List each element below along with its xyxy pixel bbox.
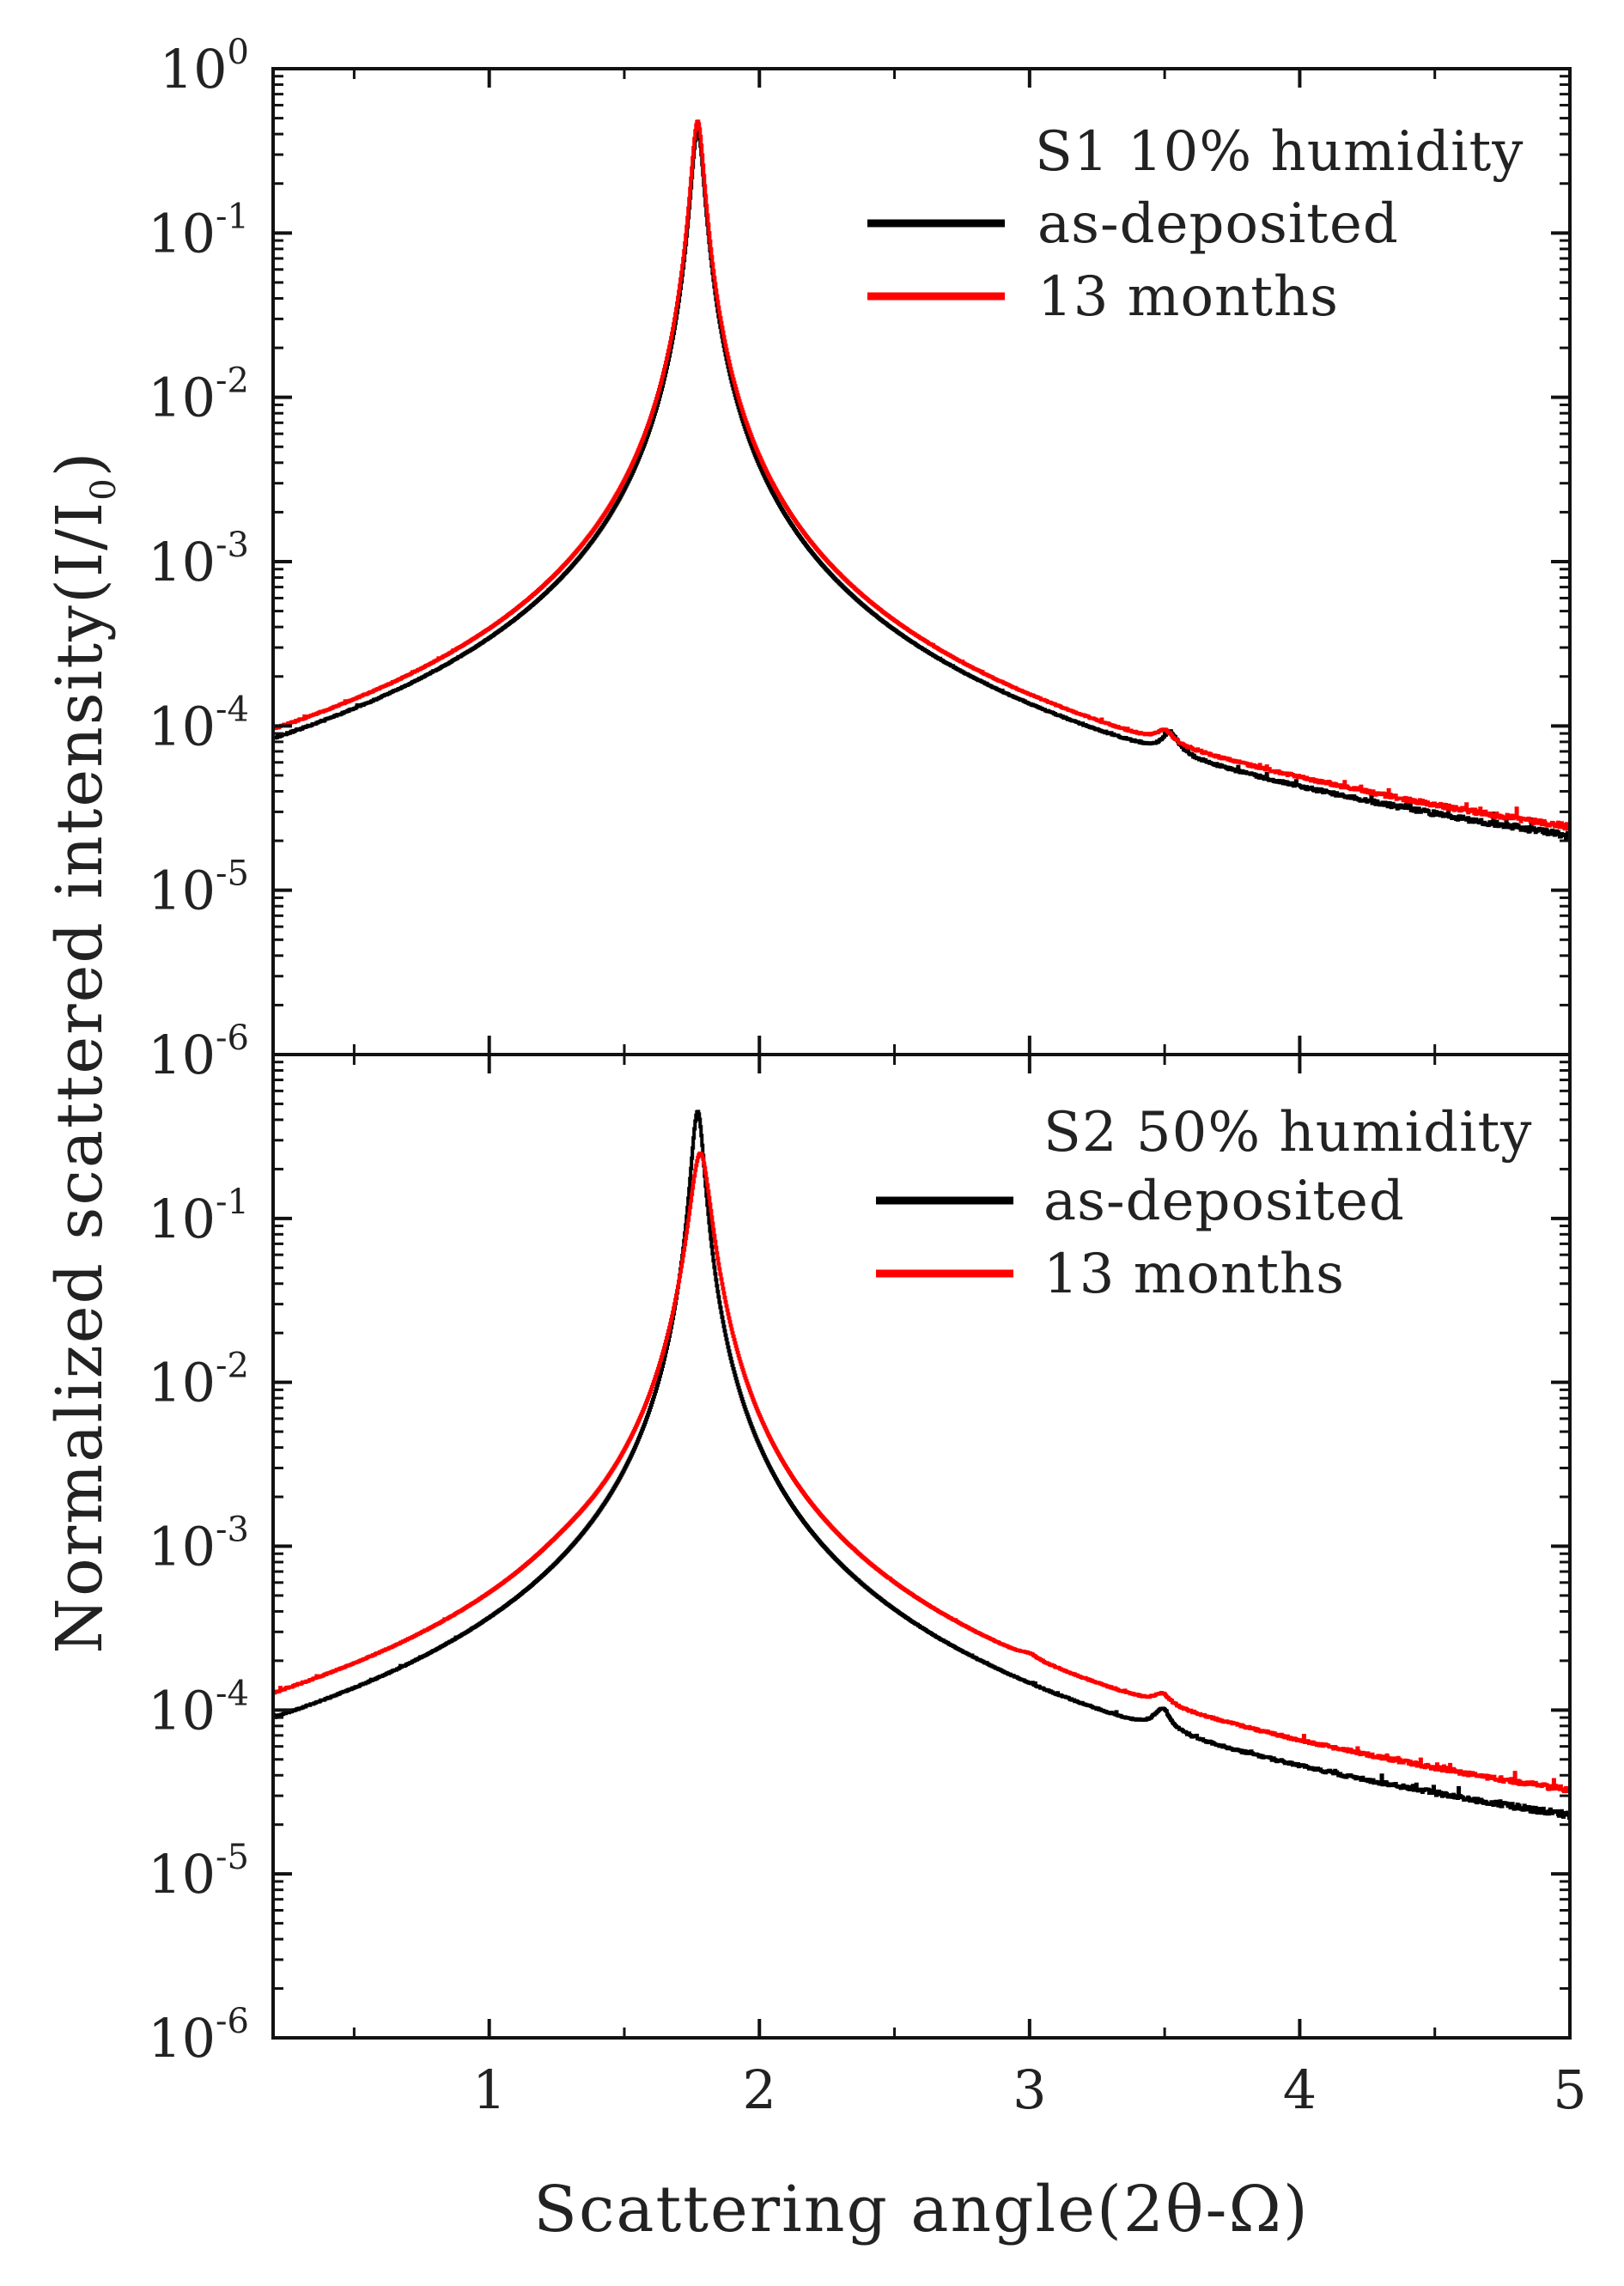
x-tick-label: 3 <box>1013 2058 1046 2121</box>
bottom-legend-label-as-deposited: as-deposited <box>1043 1170 1405 1233</box>
y-tick-label-exponent: -3 <box>216 526 249 565</box>
y-axis-title: Normalized scattered intensity(I/I0) <box>43 450 124 1653</box>
y-tick-label-exponent: -3 <box>216 1511 249 1550</box>
y-tick-label-base: 10 <box>148 1188 216 1250</box>
y-tick-label-exponent: -2 <box>216 362 249 401</box>
bottom-series-13-months-line <box>275 1151 1568 1794</box>
y-tick-label: 10-4 <box>148 690 249 757</box>
y-tick-label: 10-6 <box>148 1018 249 1086</box>
y-tick-label-exponent: -4 <box>216 690 249 729</box>
y-tick-label: 10-3 <box>148 526 249 593</box>
x-tick-label: 5 <box>1553 2058 1586 2121</box>
top-legend-label-13-months: 13 months <box>1037 265 1339 329</box>
y-axis-title-main: Normalized scattered intensity(I/I <box>43 501 117 1654</box>
y-tick-label: 10-4 <box>148 1674 249 1742</box>
y-tick-label: 10-1 <box>148 197 249 264</box>
top-panel-plot <box>275 119 1568 841</box>
y-axis-title-close: ) <box>43 450 117 477</box>
top-legend: S1 10% humidity as-deposited 13 months <box>867 120 1524 329</box>
y-tick-label-base: 10 <box>148 202 216 264</box>
axis-ticks <box>273 67 1572 2040</box>
bottom-legend: S2 50% humidity as-deposited 13 months <box>876 1101 1532 1306</box>
y-tick-label: 10-5 <box>148 1838 249 1906</box>
bottom-legend-title: S2 50% humidity <box>1043 1101 1532 1164</box>
y-tick-label-base: 10 <box>148 1516 216 1578</box>
y-tick-label-base: 10 <box>148 1679 216 1742</box>
x-tick-label: 2 <box>743 2058 776 2121</box>
y-tick-label-base: 10 <box>148 860 216 922</box>
top-series-as-deposited-line <box>275 129 1568 841</box>
y-tick-label: 10-1 <box>148 1183 249 1250</box>
top-series-13-months-line <box>275 119 1568 831</box>
y-tick-label-exponent: -5 <box>216 854 249 894</box>
y-tick-label-base: 10 <box>160 38 228 100</box>
y-tick-label-base: 10 <box>148 1024 216 1086</box>
y-tick-label-base: 10 <box>148 1352 216 1414</box>
y-tick-label-base: 10 <box>148 531 216 593</box>
y-tick-label: 10-5 <box>148 854 249 922</box>
y-tick-label: 10-6 <box>148 2002 249 2070</box>
y-tick-label-base: 10 <box>148 367 216 429</box>
y-tick-label-base: 10 <box>148 1843 216 1906</box>
bottom-panel-plot <box>275 1110 1568 1820</box>
y-tick-label: 10-2 <box>148 362 249 429</box>
bottom-legend-label-13-months: 13 months <box>1043 1243 1345 1306</box>
axis-tick-labels: 10010-110-210-310-410-510-610-110-210-31… <box>148 33 1587 2121</box>
y-tick-label-exponent: -2 <box>216 1347 249 1386</box>
y-tick-label: 10-3 <box>148 1511 249 1578</box>
y-tick-label-exponent: -5 <box>216 1838 249 1877</box>
y-tick-label-exponent: -6 <box>216 1018 249 1058</box>
y-tick-label: 100 <box>160 33 249 100</box>
x-tick-label: 1 <box>472 2058 506 2121</box>
y-tick-label-exponent: -1 <box>216 197 249 236</box>
y-tick-label-exponent: -6 <box>216 2002 249 2041</box>
bottom-series-as-deposited-line <box>275 1110 1568 1820</box>
y-tick-label-exponent: -1 <box>216 1183 249 1222</box>
y-tick-label-base: 10 <box>148 695 216 757</box>
x-axis-title: Scattering angle(2θ-Ω) <box>533 2173 1309 2246</box>
y-tick-label-exponent: -4 <box>216 1674 249 1713</box>
y-tick-label-exponent: 0 <box>228 33 249 72</box>
y-axis-title-subscript: 0 <box>84 477 124 500</box>
top-legend-title: S1 10% humidity <box>1035 120 1524 184</box>
y-tick-label-base: 10 <box>148 2007 216 2070</box>
y-tick-label: 10-2 <box>148 1347 249 1414</box>
top-legend-label-as-deposited: as-deposited <box>1037 192 1399 256</box>
x-tick-label: 4 <box>1283 2058 1317 2121</box>
